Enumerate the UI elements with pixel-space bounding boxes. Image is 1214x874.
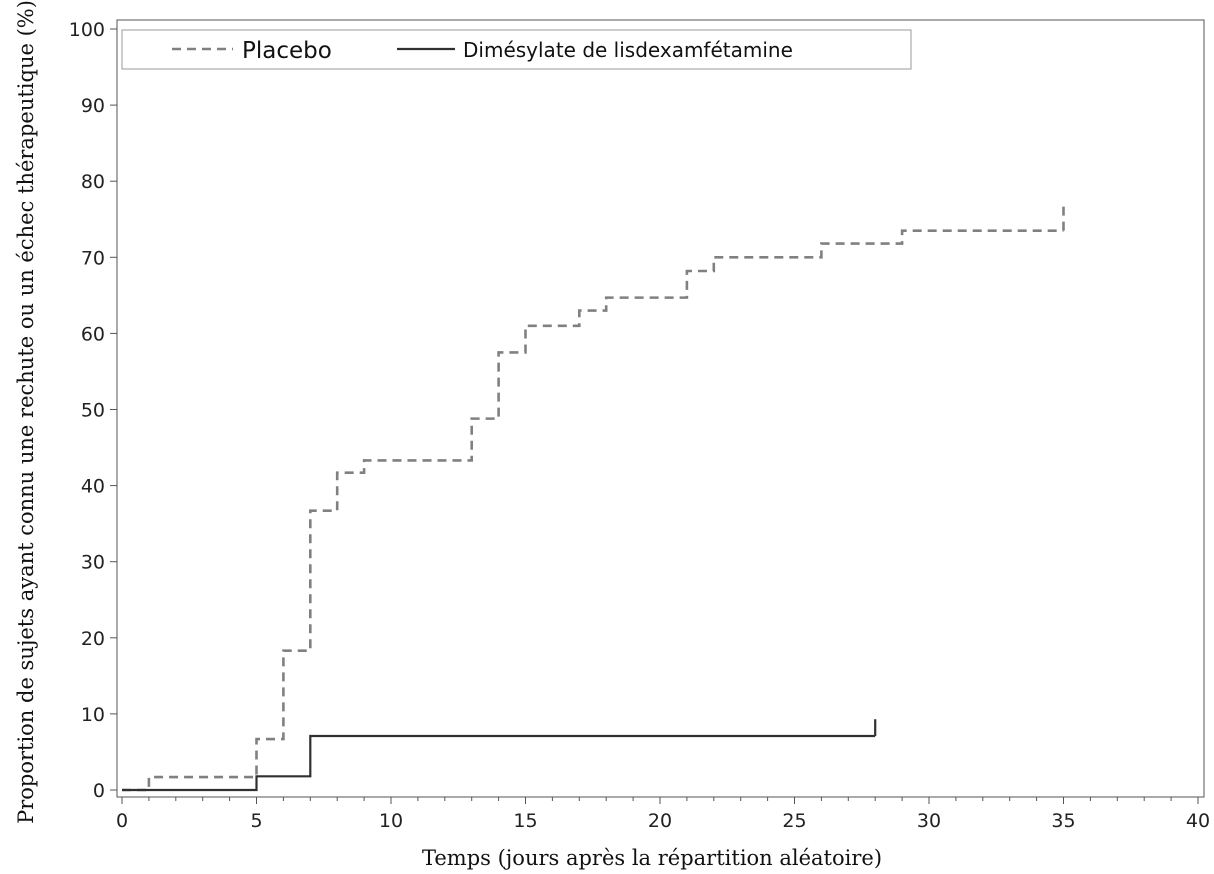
x-axis: 0 5 10 15 20 25 30 35 40	[116, 797, 1210, 832]
x-axis-title: Temps (jours après la répartition aléato…	[422, 846, 882, 870]
series-layer	[122, 204, 1065, 792]
legend: Placebo Dimésylate de lisdexamfétamine	[121, 29, 912, 70]
y-tick-label: 50	[81, 400, 105, 422]
y-tick-label: 60	[81, 323, 105, 345]
x-tick-label: 10	[379, 810, 403, 832]
y-tick-label: 20	[81, 628, 105, 650]
x-tick-label: 40	[1186, 810, 1210, 832]
legend-label-lisdexamfetamine: Dimésylate de lisdexamfétamine	[463, 38, 793, 62]
legend-label-placebo: Placebo	[242, 38, 332, 64]
legend-box	[121, 29, 912, 70]
series-line-dimesylate-de-lisdexamfetamine	[122, 734, 876, 792]
y-tick-label: 80	[81, 171, 105, 193]
x-tick-label: 30	[917, 810, 941, 832]
y-tick-label: 30	[81, 552, 105, 574]
x-tick-label: 25	[782, 810, 806, 832]
x-tick-label: 35	[1051, 810, 1075, 832]
x-tick-label: 15	[513, 810, 537, 832]
y-tick-label: 40	[81, 476, 105, 498]
y-tick-label: 0	[93, 780, 105, 802]
y-axis-title: Proportion de sujets ayant connu une rec…	[14, 0, 38, 824]
x-tick-label: 20	[648, 810, 672, 832]
series-line-placebo	[122, 229, 1064, 792]
y-axis: 0 10 20 30 40 50 60 70 80 90 100	[69, 19, 117, 802]
x-tick-label: 0	[116, 810, 128, 832]
y-tick-label: 10	[81, 704, 105, 726]
y-tick-label: 70	[81, 247, 105, 269]
y-tick-label: 90	[81, 95, 105, 117]
plot-area-frame	[116, 19, 1205, 798]
y-tick-label: 100	[69, 19, 105, 41]
x-tick-label: 5	[250, 810, 262, 832]
